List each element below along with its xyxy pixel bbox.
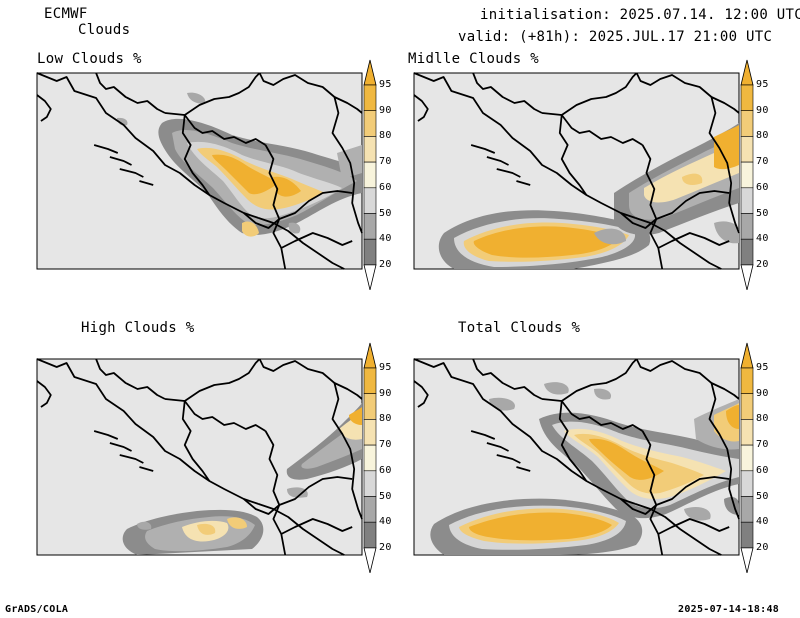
colorbar-segment <box>363 213 377 240</box>
colorbar-label: 70 <box>756 439 769 451</box>
colorbar-bottom-triangle <box>363 547 377 573</box>
colorbar-label: 80 <box>756 130 769 142</box>
colorbar-segment <box>740 521 754 549</box>
colorbar-label: 50 <box>756 490 769 502</box>
colorbar-segment <box>740 110 754 137</box>
colorbar-segment <box>740 444 754 472</box>
colorbar-label: 90 <box>379 104 392 116</box>
colorbar-label: 90 <box>756 387 769 399</box>
panel-title-high: High Clouds % <box>81 320 195 336</box>
colorbar-segment <box>363 187 377 214</box>
colorbar-label: 40 <box>756 233 769 245</box>
colorbar-label: 80 <box>379 413 392 425</box>
colorbar-segment <box>740 393 754 420</box>
map-panel-high <box>36 358 363 556</box>
colorbar-label: 95 <box>379 79 392 90</box>
colorbar-bottom-triangle <box>363 264 377 290</box>
colorbar-label: 50 <box>379 490 392 502</box>
valid-time-label: valid: (+81h): 2025.JUL.17 21:00 UTC <box>458 29 773 45</box>
colorbar-segment <box>363 521 377 549</box>
colorbar-label: 20 <box>756 258 769 270</box>
colorbar-bottom-triangle <box>740 264 754 290</box>
colorbar-label: 70 <box>379 439 392 451</box>
panel-title-total: Total Clouds % <box>458 320 581 336</box>
colorbar-top-triangle <box>363 342 377 369</box>
map-panel-total <box>413 358 740 556</box>
colorbar-segment <box>363 84 377 112</box>
colorbar-segment <box>363 110 377 137</box>
colorbar-top-triangle <box>740 342 754 369</box>
colorbar-label: 80 <box>379 130 392 142</box>
initialisation-label: initialisation: 2025.07.14. 12:00 UTC <box>480 7 800 23</box>
colorbar-segment <box>363 393 377 420</box>
colorbar-label: 95 <box>756 79 769 90</box>
colorbar-label: 80 <box>756 413 769 425</box>
colorbar-segment <box>363 444 377 472</box>
colorbar-label: 95 <box>379 362 392 373</box>
colorbar-label: 90 <box>756 104 769 116</box>
colorbar-label: 40 <box>379 233 392 245</box>
colorbar-segment <box>740 496 754 523</box>
colorbar-label: 50 <box>379 207 392 219</box>
colorbar-segment <box>363 367 377 395</box>
colorbar-label: 90 <box>379 387 392 399</box>
panel-title-middle: Midlle Clouds % <box>408 51 539 67</box>
colorbar-segment <box>363 238 377 266</box>
colorbar-segment <box>740 187 754 214</box>
colorbar-segment <box>363 161 377 189</box>
colorbar-label: 60 <box>379 464 392 476</box>
product-label: Clouds <box>78 22 131 38</box>
colorbar-segment <box>740 84 754 112</box>
colorbar-segment <box>363 470 377 497</box>
colorbars <box>363 59 754 573</box>
colorbar-segment <box>740 213 754 240</box>
colorbar-bottom-triangle <box>740 547 754 573</box>
colorbar-segment <box>363 136 377 163</box>
colorbar-segment <box>740 238 754 266</box>
colorbar-label: 40 <box>756 516 769 528</box>
colorbar-label: 60 <box>379 181 392 193</box>
colorbar-segment <box>363 496 377 523</box>
colorbar-label: 20 <box>379 258 392 270</box>
colorbar-label: 40 <box>379 516 392 528</box>
colorbar-top-triangle <box>740 59 754 86</box>
map-panel-low <box>36 72 363 270</box>
panel-title-low: Low Clouds % <box>37 51 142 67</box>
colorbar-label: 20 <box>756 541 769 553</box>
colorbar-segment <box>740 470 754 497</box>
footer-timestamp: 2025-07-14-18:48 <box>678 604 780 615</box>
colorbar-top-triangle <box>363 59 377 86</box>
map-panel-middle <box>413 72 740 270</box>
colorbar-segment <box>740 136 754 163</box>
colorbar-label: 50 <box>756 207 769 219</box>
colorbar-label: 20 <box>379 541 392 553</box>
colorbar-label: 60 <box>756 464 769 476</box>
colorbar-segment <box>740 419 754 446</box>
colorbar-segment <box>740 367 754 395</box>
colorbar-segment <box>740 161 754 189</box>
footer-software: GrADS/COLA <box>5 604 69 615</box>
colorbar-label: 60 <box>756 181 769 193</box>
model-label: ECMWF <box>44 6 88 22</box>
colorbar-label: 95 <box>756 362 769 373</box>
colorbar-label: 70 <box>379 156 392 168</box>
colorbar-segment <box>363 419 377 446</box>
colorbar-label: 70 <box>756 156 769 168</box>
